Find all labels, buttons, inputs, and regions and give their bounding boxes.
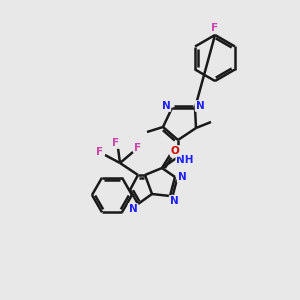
Text: N: N: [169, 196, 178, 206]
Text: F: F: [134, 143, 142, 153]
Text: N: N: [162, 101, 170, 111]
Text: N: N: [196, 101, 204, 111]
Text: F: F: [212, 23, 219, 33]
Text: NH: NH: [176, 155, 194, 165]
Text: F: F: [96, 147, 103, 157]
Text: N: N: [178, 172, 186, 182]
Text: F: F: [112, 138, 120, 148]
Text: O: O: [171, 146, 179, 156]
Text: N: N: [129, 204, 137, 214]
